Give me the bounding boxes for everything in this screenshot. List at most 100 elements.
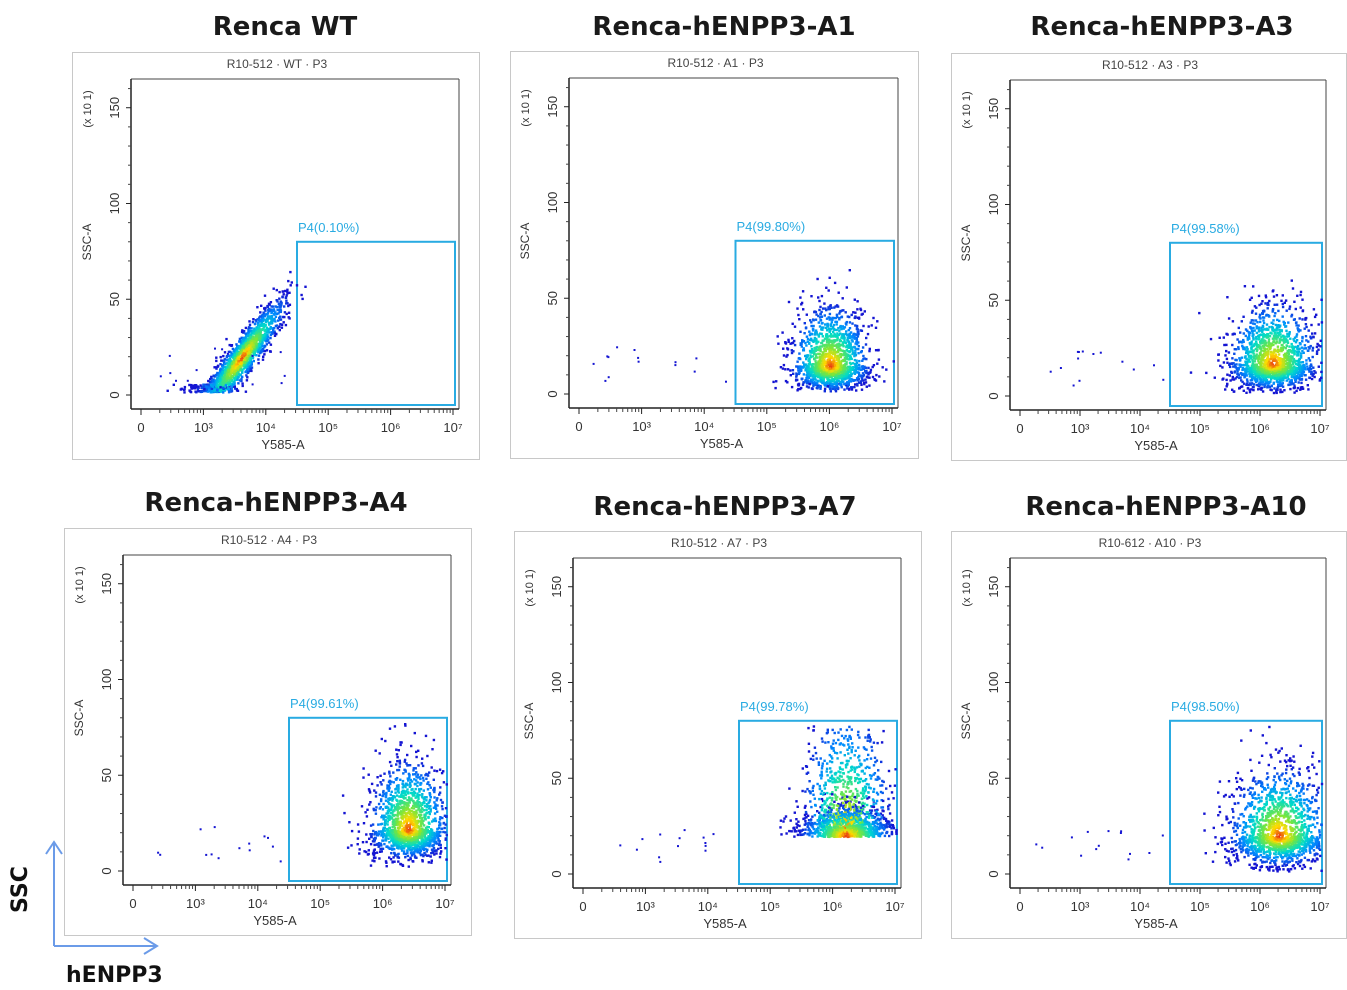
- event-point: [1263, 359, 1266, 362]
- event-point: [818, 325, 822, 328]
- event-point: [267, 309, 270, 312]
- event-point: [865, 371, 868, 375]
- event-point: [1242, 382, 1246, 385]
- event-point: [1264, 361, 1268, 364]
- event-point: [840, 316, 843, 319]
- event-point: [828, 338, 831, 341]
- event-point: [1276, 367, 1279, 370]
- event-point: [255, 344, 259, 347]
- event-point: [1262, 319, 1265, 322]
- event-point: [846, 372, 849, 376]
- event-point: [1225, 343, 1228, 347]
- event-point: [822, 326, 825, 329]
- event-point: [850, 377, 853, 381]
- event-point: [1273, 328, 1277, 331]
- event-point: [285, 302, 288, 305]
- event-point: [1280, 346, 1283, 350]
- event-point: [1249, 383, 1252, 386]
- event-point: [403, 842, 406, 845]
- event-point: [857, 332, 860, 336]
- event-point: [1307, 368, 1311, 372]
- event-point: [286, 288, 289, 291]
- event-point: [238, 379, 242, 382]
- event-point: [836, 351, 839, 354]
- event-point: [834, 316, 838, 320]
- event-point: [1077, 351, 1080, 353]
- event-point: [274, 320, 277, 323]
- event-point: [832, 328, 836, 331]
- event-point: [814, 360, 817, 363]
- event-point: [182, 388, 186, 392]
- event-point: [1252, 388, 1255, 392]
- y-exponent-label: (x 10 1): [74, 566, 86, 603]
- event-point: [817, 372, 820, 375]
- event-point: [1231, 357, 1234, 360]
- event-point: [1092, 353, 1095, 355]
- event-point: [806, 375, 809, 378]
- event-point: [807, 365, 810, 368]
- event-point: [1272, 365, 1275, 368]
- event-point: [263, 307, 266, 310]
- event-point: [1290, 382, 1293, 385]
- event-point: [846, 358, 849, 361]
- event-point: [1281, 315, 1284, 318]
- event-point: [1265, 313, 1268, 317]
- event-point: [225, 337, 228, 341]
- event-point: [862, 373, 865, 377]
- event-point: [1265, 328, 1268, 331]
- event-point: [1273, 332, 1276, 335]
- event-point: [1252, 383, 1256, 386]
- event-point: [1257, 330, 1261, 333]
- event-point: [823, 314, 826, 317]
- event-point: [1258, 373, 1261, 376]
- event-point: [263, 329, 266, 332]
- event-point: [282, 290, 285, 293]
- event-point: [814, 353, 818, 356]
- event-point: [847, 354, 850, 358]
- event-point: [1246, 353, 1250, 356]
- event-point: [820, 341, 823, 345]
- event-point: [1254, 357, 1257, 360]
- event-point: [1292, 358, 1296, 361]
- event-point: [1227, 317, 1231, 320]
- event-point: [1274, 370, 1278, 373]
- event-point: [1259, 381, 1262, 384]
- event-point: [857, 317, 861, 320]
- event-point: [381, 847, 385, 850]
- event-point: [862, 367, 865, 370]
- event-point: [1226, 296, 1229, 299]
- event-point: [835, 313, 839, 316]
- event-point: [1269, 364, 1272, 367]
- event-point: [802, 361, 805, 364]
- event-point: [1262, 310, 1266, 313]
- event-point: [853, 362, 857, 366]
- event-point: [853, 337, 856, 340]
- event-point: [175, 379, 177, 382]
- event-point: [853, 379, 857, 382]
- event-point: [1240, 320, 1243, 323]
- event-point: [814, 329, 818, 332]
- event-point: [824, 307, 827, 310]
- event-point: [250, 327, 253, 330]
- event-point: [1257, 294, 1261, 298]
- event-point: [1243, 375, 1247, 378]
- event-point: [1250, 329, 1254, 332]
- event-point: [1263, 348, 1266, 351]
- event-point: [868, 347, 871, 351]
- event-point: [1311, 349, 1314, 352]
- event-point: [1266, 351, 1270, 355]
- event-point: [1284, 368, 1287, 371]
- event-point: [813, 336, 817, 340]
- event-point: [1297, 330, 1300, 333]
- event-point: [1298, 374, 1302, 377]
- event-point: [875, 373, 878, 377]
- event-point: [804, 379, 807, 382]
- event-point: [829, 365, 833, 369]
- event-point: [847, 328, 850, 332]
- event-point: [850, 372, 854, 375]
- event-point: [266, 312, 270, 315]
- event-point: [1247, 383, 1250, 387]
- event-point: [1231, 320, 1235, 323]
- event-point: [813, 366, 817, 369]
- x-axis-label: Y585-A: [253, 913, 297, 928]
